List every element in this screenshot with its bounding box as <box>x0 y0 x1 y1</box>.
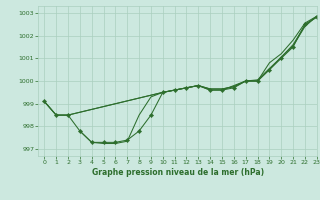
X-axis label: Graphe pression niveau de la mer (hPa): Graphe pression niveau de la mer (hPa) <box>92 168 264 177</box>
